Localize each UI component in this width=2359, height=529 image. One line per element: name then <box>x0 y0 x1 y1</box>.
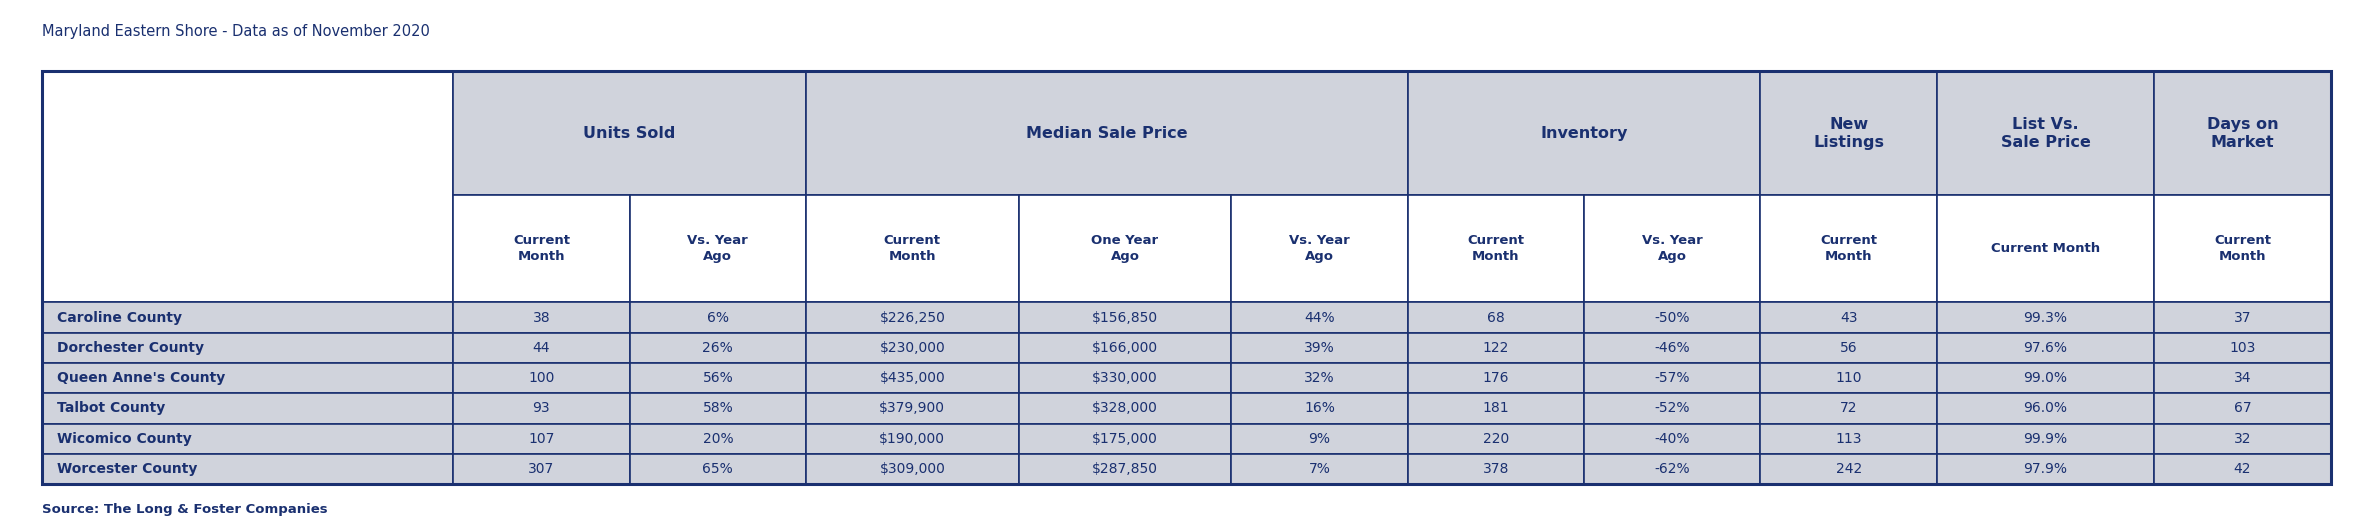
Text: Days on
Market: Days on Market <box>2206 116 2279 150</box>
Text: 96.0%: 96.0% <box>2024 402 2066 415</box>
Text: Median Sale Price: Median Sale Price <box>1026 126 1187 141</box>
Text: Talbot County: Talbot County <box>57 402 165 415</box>
Text: $379,900: $379,900 <box>880 402 946 415</box>
Text: 44: 44 <box>533 341 550 355</box>
Text: Units Sold: Units Sold <box>583 126 675 141</box>
Text: 9%: 9% <box>1309 432 1330 445</box>
Text: New
Listings: New Listings <box>1814 116 1885 150</box>
Text: 103: 103 <box>2229 341 2255 355</box>
Text: 220: 220 <box>1484 432 1510 445</box>
Text: One Year
Ago: One Year Ago <box>1092 234 1158 263</box>
Text: -40%: -40% <box>1654 432 1689 445</box>
Text: 56%: 56% <box>703 371 734 385</box>
Text: 42: 42 <box>2234 462 2250 476</box>
Text: Wicomico County: Wicomico County <box>57 432 191 445</box>
Text: 56: 56 <box>1840 341 1857 355</box>
Text: 242: 242 <box>1835 462 1861 476</box>
Text: 181: 181 <box>1481 402 1510 415</box>
Text: $287,850: $287,850 <box>1092 462 1158 476</box>
Text: Current Month: Current Month <box>1991 242 2100 256</box>
Text: 176: 176 <box>1481 371 1510 385</box>
Text: $175,000: $175,000 <box>1092 432 1158 445</box>
Text: 113: 113 <box>1835 432 1861 445</box>
Text: 67: 67 <box>2234 402 2250 415</box>
Text: Inventory: Inventory <box>1540 126 1628 141</box>
Text: 37: 37 <box>2234 311 2250 325</box>
Text: 72: 72 <box>1840 402 1857 415</box>
Text: 100: 100 <box>528 371 554 385</box>
Text: Worcester County: Worcester County <box>57 462 198 476</box>
Text: 44%: 44% <box>1305 311 1335 325</box>
Text: 97.9%: 97.9% <box>2024 462 2066 476</box>
Text: -46%: -46% <box>1654 341 1689 355</box>
Text: -57%: -57% <box>1654 371 1689 385</box>
Text: 93: 93 <box>533 402 550 415</box>
Text: 34: 34 <box>2234 371 2250 385</box>
Text: 307: 307 <box>528 462 554 476</box>
Text: $309,000: $309,000 <box>880 462 946 476</box>
Text: $330,000: $330,000 <box>1092 371 1158 385</box>
Text: 99.3%: 99.3% <box>2024 311 2066 325</box>
Text: $230,000: $230,000 <box>880 341 946 355</box>
Text: 43: 43 <box>1840 311 1857 325</box>
Text: 16%: 16% <box>1305 402 1335 415</box>
Text: Queen Anne's County: Queen Anne's County <box>57 371 224 385</box>
Text: Vs. Year
Ago: Vs. Year Ago <box>686 234 748 263</box>
Text: List Vs.
Sale Price: List Vs. Sale Price <box>2000 116 2090 150</box>
Text: $226,250: $226,250 <box>880 311 946 325</box>
Text: 6%: 6% <box>708 311 729 325</box>
Text: 38: 38 <box>533 311 550 325</box>
Text: 65%: 65% <box>703 462 734 476</box>
Text: Current
Month: Current Month <box>2215 234 2272 263</box>
Text: 7%: 7% <box>1309 462 1330 476</box>
Text: Current
Month: Current Month <box>1821 234 1878 263</box>
Text: $190,000: $190,000 <box>880 432 946 445</box>
Text: -50%: -50% <box>1654 311 1689 325</box>
Text: Vs. Year
Ago: Vs. Year Ago <box>1642 234 1703 263</box>
Text: Current
Month: Current Month <box>512 234 571 263</box>
Text: $328,000: $328,000 <box>1092 402 1158 415</box>
Text: 122: 122 <box>1484 341 1510 355</box>
Text: 26%: 26% <box>703 341 734 355</box>
Text: Vs. Year
Ago: Vs. Year Ago <box>1288 234 1349 263</box>
Text: 20%: 20% <box>703 432 734 445</box>
Text: Caroline County: Caroline County <box>57 311 182 325</box>
Text: -52%: -52% <box>1654 402 1689 415</box>
Text: 97.6%: 97.6% <box>2024 341 2066 355</box>
Text: $435,000: $435,000 <box>880 371 946 385</box>
Text: 58%: 58% <box>703 402 734 415</box>
Text: Current
Month: Current Month <box>885 234 941 263</box>
Text: $166,000: $166,000 <box>1092 341 1158 355</box>
Text: 110: 110 <box>1835 371 1861 385</box>
Text: Dorchester County: Dorchester County <box>57 341 203 355</box>
Text: -62%: -62% <box>1654 462 1689 476</box>
Text: 39%: 39% <box>1305 341 1335 355</box>
Text: 32%: 32% <box>1305 371 1335 385</box>
Text: Maryland Eastern Shore - Data as of November 2020: Maryland Eastern Shore - Data as of Nove… <box>42 24 429 39</box>
Text: Source: The Long & Foster Companies: Source: The Long & Foster Companies <box>42 503 328 516</box>
Text: $156,850: $156,850 <box>1092 311 1158 325</box>
Text: Current
Month: Current Month <box>1467 234 1524 263</box>
Text: 378: 378 <box>1484 462 1510 476</box>
Text: 32: 32 <box>2234 432 2250 445</box>
Text: 99.0%: 99.0% <box>2024 371 2066 385</box>
Text: 68: 68 <box>1486 311 1505 325</box>
Text: 99.9%: 99.9% <box>2024 432 2066 445</box>
Text: 107: 107 <box>528 432 554 445</box>
